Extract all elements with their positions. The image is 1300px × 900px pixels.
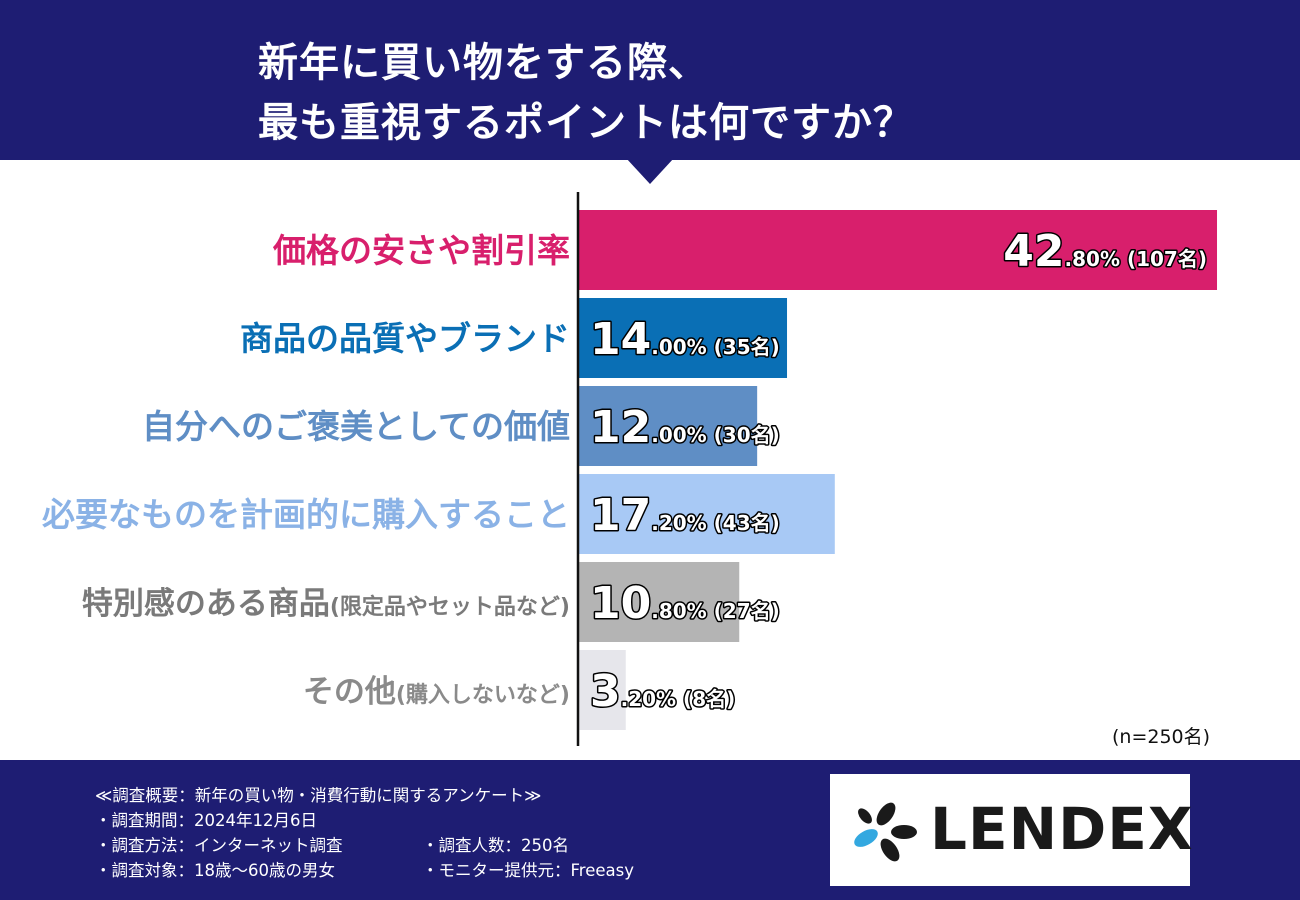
- value-label-big-1: 14: [590, 314, 651, 365]
- category-label-0: 価格の安さや割引率: [272, 231, 570, 270]
- category-label-5: その他(購入しないなど): [303, 674, 570, 710]
- lendex-logo: LENDEX: [830, 774, 1193, 886]
- category-label-2: 自分へのご褒美としての価値: [142, 407, 570, 446]
- survey-overview-title: ≪調査概要：新年の買い物・消費行動に関するアンケート≫: [95, 786, 542, 805]
- survey-count: ・調査人数：250名: [422, 836, 569, 855]
- category-sub-5: (購入しないなど): [396, 683, 570, 708]
- survey-monitor: ・モニター提供元：Freeasy: [422, 861, 634, 880]
- bar-1: [578, 298, 788, 378]
- bar-2: [578, 386, 758, 466]
- value-label-small-0: .80% (107名): [1065, 247, 1207, 271]
- survey-period: ・調査期間：2024年12月6日: [95, 811, 317, 830]
- value-label-3: 17.20% (43名): [590, 490, 780, 541]
- value-label-big-4: 10: [590, 578, 651, 629]
- value-label-big-2: 12: [590, 402, 651, 453]
- category-main-1: 商品の品質やブランド: [240, 319, 570, 358]
- value-label-4: 10.80% (27名): [590, 578, 780, 629]
- category-sub-4: (限定品やセット品など): [330, 594, 570, 620]
- bar-5: [578, 650, 626, 730]
- header-banner: 新年に買い物をする際、 最も重視するポイントは何ですか？: [0, 0, 1300, 160]
- survey-method: ・調査方法：インターネット調査: [95, 836, 343, 855]
- value-label-2: 12.00% (30名): [590, 402, 780, 453]
- category-main-4: 特別感のある商品: [82, 586, 330, 622]
- header-pointer: [626, 158, 674, 184]
- value-label-small-2: .00% (30名): [651, 423, 780, 447]
- value-label-big-3: 17: [590, 490, 651, 541]
- category-label-4: 特別感のある商品(限定品やセット品など): [82, 586, 570, 622]
- lendex-logo-text: LENDEX: [930, 795, 1194, 863]
- lendex-logo-mark-icon: [854, 802, 917, 862]
- value-label-big-0: 42: [1003, 226, 1064, 277]
- category-main-0: 価格の安さや割引率: [272, 231, 570, 270]
- footer-panel: ≪調査概要：新年の買い物・消費行動に関するアンケート≫ ・調査期間：2024年1…: [0, 760, 1300, 900]
- bar-3: [578, 474, 835, 554]
- value-label-small-5: .20% (8名): [621, 687, 736, 711]
- value-label-small-3: .20% (43名): [651, 511, 780, 535]
- value-label-big-5: 3: [590, 666, 621, 717]
- value-label-small-1: .00% (35名): [651, 335, 780, 359]
- category-label-3: 必要なものを計画的に購入すること: [42, 495, 570, 534]
- value-label-1: 14.00% (35名): [590, 314, 780, 365]
- value-label-5: 3.20% (8名): [590, 666, 735, 717]
- bar-0: [578, 210, 1218, 290]
- chart-title-line-1: 新年に買い物をする際、: [258, 40, 709, 86]
- survey-target: ・調査対象：18歳〜60歳の男女: [95, 861, 335, 880]
- category-label-1: 商品の品質やブランド: [240, 319, 570, 358]
- sample-size-label: (n=250名): [1112, 726, 1211, 748]
- bar-chart: 価格の安さや割引率 42.80% (107名)商品の品質やブランド 14.00% (…: [42, 192, 1218, 746]
- value-label-0: 42.80% (107名): [1003, 226, 1207, 277]
- bar-4: [578, 562, 740, 642]
- category-main-3: 必要なものを計画的に購入すること: [42, 495, 570, 534]
- category-main-5: その他: [303, 674, 396, 710]
- value-label-small-4: .80% (27名): [651, 599, 780, 623]
- chart-title-line-2: 最も重視するポイントは何ですか？: [258, 100, 914, 146]
- category-main-2: 自分へのご褒美としての価値: [142, 407, 570, 446]
